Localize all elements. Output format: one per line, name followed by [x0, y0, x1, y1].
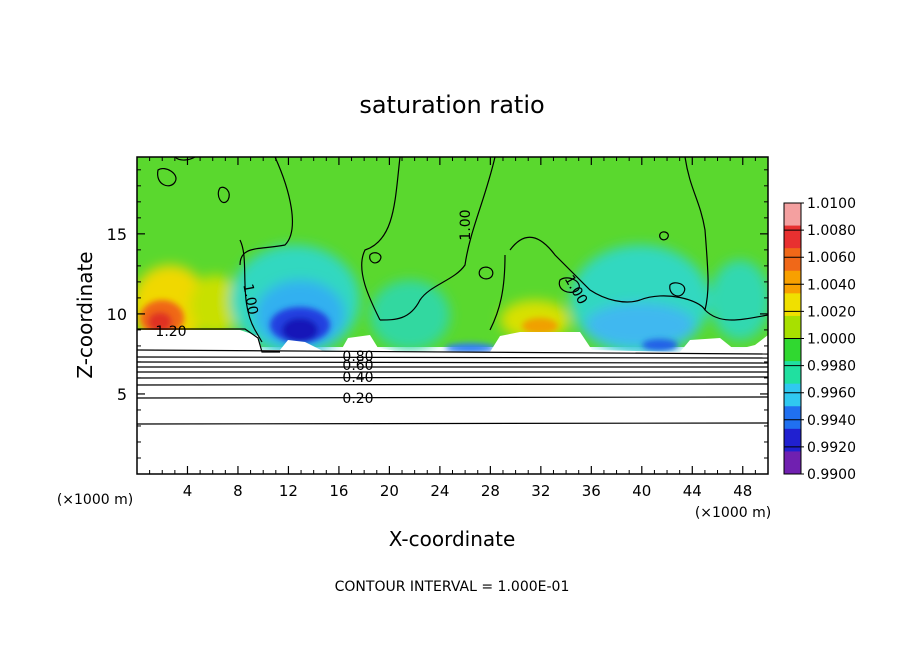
colorbar-swatch — [784, 338, 801, 362]
contour-line — [669, 282, 686, 297]
contour-line — [478, 266, 494, 280]
x-tick-label: 28 — [481, 482, 500, 500]
contour-label: 0.60 — [342, 358, 373, 374]
x-tick-label: 36 — [582, 482, 601, 500]
x-tick-label: 12 — [279, 482, 298, 500]
shading-fine — [140, 300, 678, 353]
contour-line — [137, 383, 768, 386]
contour-line — [157, 168, 177, 187]
colorbar-swatch — [784, 225, 801, 249]
x-tick-label: 16 — [329, 482, 348, 500]
y-axis: 5 10 15 — [107, 169, 768, 459]
contours — [137, 157, 768, 425]
colorbar-label: 1.0080 — [807, 223, 856, 239]
contour-label: 0.20 — [342, 391, 373, 407]
x-units-left: (×1000 m) — [57, 492, 133, 508]
contour-label: 0.40 — [342, 370, 373, 386]
contour-line — [137, 361, 768, 364]
colorbar-label: 1.0060 — [807, 250, 856, 266]
colorbar-swatch — [784, 383, 801, 407]
contour-line — [684, 157, 709, 311]
dry-patch — [585, 303, 695, 347]
contour-line — [239, 157, 293, 266]
contour-line — [558, 277, 580, 293]
colorbar-label: 1.0020 — [807, 304, 856, 320]
contour-line — [137, 328, 280, 353]
colorbar-swatch — [784, 451, 801, 475]
moist-core — [522, 318, 558, 334]
x-tick-label: 40 — [632, 482, 651, 500]
colorbar-swatch — [784, 315, 801, 339]
contour-line — [369, 252, 382, 264]
colorbar-swatch — [784, 293, 801, 317]
y-tick-label: 10 — [107, 305, 127, 324]
colorbar: 1.0100 1.0080 1.0060 1.0040 1.0020 1.0000 0.99… — [783, 196, 856, 483]
dry-patch — [710, 260, 768, 340]
contour-line — [137, 376, 768, 379]
dry-core — [445, 343, 495, 353]
contour-label: 1.20 — [155, 324, 186, 340]
dry-core — [282, 318, 318, 342]
contour-interval-note: CONTOUR INTERVAL = 1.000E-01 — [335, 579, 570, 595]
colorbar-label: 1.0040 — [807, 277, 856, 293]
x-tick-label: 8 — [233, 482, 243, 500]
colorbar-label: 0.9980 — [807, 359, 856, 375]
contour-label: 1.00 — [458, 209, 474, 240]
colorbar-swatch — [784, 270, 801, 294]
contour-label: 1.00 — [239, 283, 260, 316]
x-tick-label: 32 — [531, 482, 550, 500]
chart-title: saturation ratio — [359, 91, 544, 119]
moist-core — [148, 312, 172, 332]
contour-line — [509, 236, 768, 321]
plot-area: 1.00 1.00 1.00 1.20 0.80 0.60 0.40 0.20 — [137, 157, 768, 474]
x-axis-label: X-coordinate — [389, 527, 516, 551]
contour-line — [239, 239, 263, 343]
cloud-base — [137, 330, 768, 474]
contour-line — [361, 157, 401, 321]
contour-line — [137, 422, 768, 425]
contour-line — [137, 356, 768, 359]
x-axis: 4 8 12 16 20 24 28 32 36 40 44 48 — [149, 157, 756, 500]
contour-line — [489, 254, 506, 331]
colorbar-swatch — [784, 428, 801, 452]
colorbar-label: 0.9960 — [807, 386, 856, 402]
colorbar-swatch — [784, 361, 801, 385]
colorbar-swatch — [784, 203, 801, 227]
x-tick-label: 4 — [183, 482, 193, 500]
colorbar-label: 0.9920 — [807, 440, 856, 456]
x-units-right: (×1000 m) — [695, 505, 771, 521]
colorbar-label: 0.9900 — [807, 467, 856, 483]
contour-line — [217, 186, 230, 204]
moist-patch — [190, 275, 240, 335]
colorbar-swatch — [784, 406, 801, 430]
dry-patch — [370, 280, 450, 350]
contour-label: 0.80 — [342, 349, 373, 365]
contour-line — [379, 157, 496, 321]
dry-core — [642, 339, 678, 351]
colorbar-label: 0.9940 — [807, 413, 856, 429]
colorbar-label: 1.0000 — [807, 332, 856, 348]
y-tick-label: 15 — [107, 225, 127, 244]
x-tick-label: 24 — [430, 482, 449, 500]
x-tick-label: 44 — [683, 482, 702, 500]
colorbar-swatch — [784, 248, 801, 272]
contour-line — [659, 231, 669, 241]
contour-line — [137, 396, 768, 399]
x-tick-label: 48 — [733, 482, 752, 500]
x-tick-label: 20 — [380, 482, 399, 500]
y-tick-label: 5 — [117, 385, 127, 404]
colorbar-label: 1.0100 — [807, 196, 856, 212]
y-axis-label: Z-coordinate — [73, 251, 97, 378]
